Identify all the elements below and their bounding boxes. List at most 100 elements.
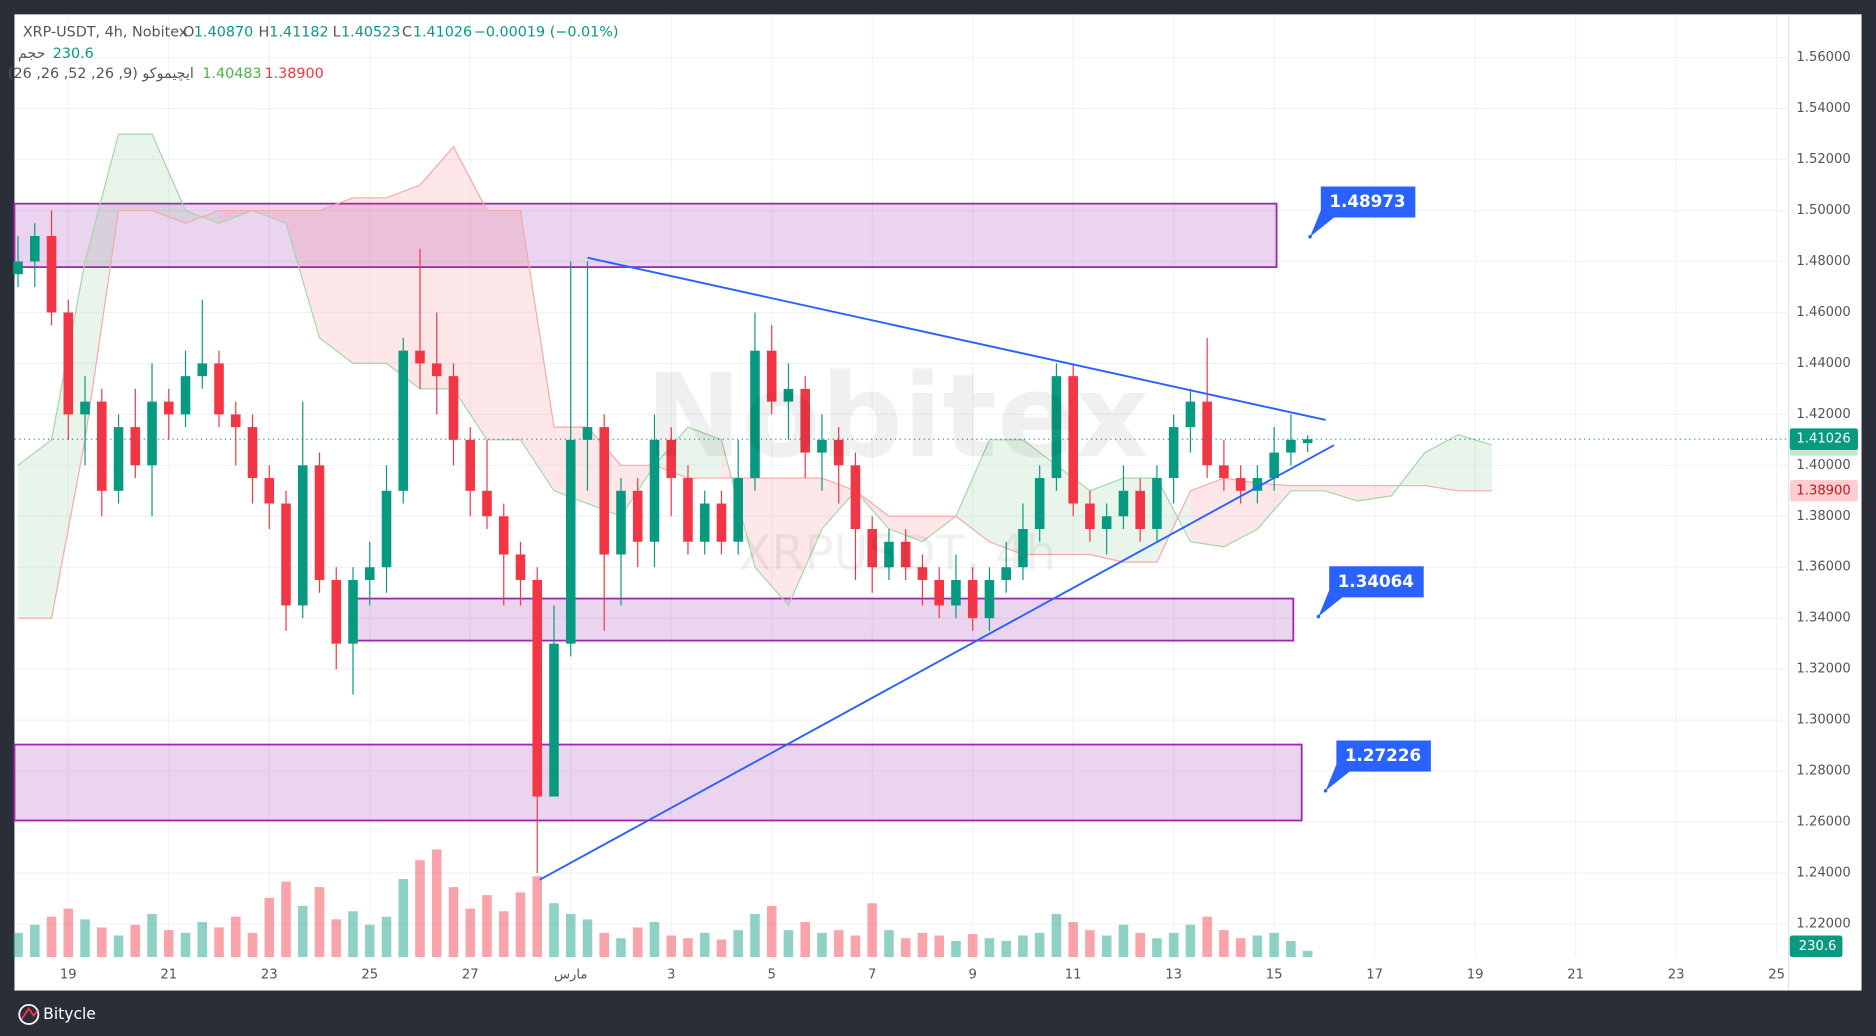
volume-bar: [30, 924, 40, 958]
y-tick-label: 1.24000: [1796, 865, 1850, 880]
candle-body: [498, 516, 509, 555]
cloud: [1290, 485, 1325, 491]
y-tick-label: 1.42000: [1796, 407, 1850, 422]
zone: [13, 202, 1278, 268]
candle-body: [850, 465, 861, 530]
candle-body: [917, 567, 928, 580]
cloud: [18, 439, 52, 619]
x-tick-label: 17: [1366, 967, 1383, 982]
volume-bar: [348, 911, 358, 958]
volume-bar: [63, 908, 74, 958]
volume-bar: [582, 919, 593, 958]
candle-body: [96, 401, 107, 491]
volume-bar: [616, 938, 626, 958]
cloud: [955, 439, 990, 542]
candle-body: [951, 579, 961, 606]
x-tick-label: 5: [768, 967, 776, 982]
watermark-sub: XRPUSDT, 4h: [739, 526, 1057, 581]
volume-bar: [850, 935, 861, 958]
candle-body: [1101, 516, 1112, 530]
cloud: [420, 146, 454, 389]
volume-bar: [482, 895, 492, 958]
x-tick-label: 25: [361, 967, 378, 982]
candle-body: [967, 579, 978, 619]
cloud: [1190, 478, 1224, 547]
candle-body: [1018, 529, 1028, 568]
x-tick-label: 21: [1567, 967, 1584, 982]
cloud: [1257, 483, 1291, 530]
candle-body: [1252, 478, 1263, 491]
candle-body: [348, 579, 358, 644]
cloud: [486, 210, 521, 440]
candle-body: [398, 350, 409, 491]
candle-body: [666, 439, 677, 479]
candle-body: [632, 490, 643, 542]
candle-body: [247, 427, 258, 479]
volume-bar: [1185, 924, 1196, 958]
candle-body: [214, 363, 224, 415]
volume-bar: [515, 892, 526, 958]
volume-bar: [867, 903, 877, 958]
candle-body: [415, 350, 425, 364]
cloud: [118, 134, 153, 211]
candle-body: [230, 414, 241, 428]
candle-body: [30, 236, 40, 262]
l-label: L: [333, 24, 341, 40]
candle-body: [833, 439, 844, 466]
cloud: [888, 516, 923, 542]
volume-bar: [800, 922, 810, 958]
logo-mark: [20, 1006, 38, 1020]
volume-bar: [649, 922, 660, 958]
candle-body: [1185, 401, 1196, 428]
candle-body: [565, 439, 576, 644]
volume-bar: [917, 932, 928, 958]
volume-bar: [967, 934, 978, 958]
o-label: O: [183, 24, 194, 40]
volume-bar: [1018, 935, 1028, 958]
volume-bar: [666, 935, 677, 958]
volume-tag-label: 230.6: [1799, 939, 1837, 954]
candle-body: [1085, 503, 1095, 530]
candle-body: [750, 350, 760, 479]
volume-bar: [951, 940, 961, 958]
candle-body: [297, 465, 308, 606]
change: −0.00019 (−0.01%): [474, 24, 619, 40]
span-b-tag-label: 1.38900: [1796, 483, 1850, 498]
y-tick-label: 1.30000: [1796, 713, 1850, 728]
volume-bar: [46, 916, 57, 958]
candle-body: [381, 490, 392, 568]
footer-logo: [18, 1003, 40, 1025]
callout: [1325, 740, 1431, 791]
candle-body: [649, 439, 660, 542]
zone: [13, 743, 1303, 822]
candle-body: [482, 490, 492, 517]
candle-body: [817, 439, 827, 453]
x-tick-label: 23: [1668, 967, 1685, 982]
candle-body: [783, 388, 794, 402]
y-tick-label: 1.56000: [1796, 50, 1850, 65]
span-a-value: 1.40483: [202, 66, 261, 82]
volume-bar: [163, 930, 174, 958]
volume-bar: [130, 924, 141, 958]
callout-label: 1.27226: [1345, 745, 1421, 765]
volume-bar: [683, 938, 693, 958]
volume-bar: [113, 935, 124, 958]
y-tick-label: 1.44000: [1796, 356, 1850, 371]
candle-body: [331, 579, 342, 644]
y-tick-label: 1.54000: [1796, 101, 1850, 116]
logo-icon: [18, 1003, 40, 1025]
volume-bar: [1085, 930, 1095, 958]
candle-body: [1286, 439, 1296, 453]
callout-label: 1.48973: [1329, 191, 1405, 211]
volume-bar: [900, 938, 911, 958]
candle-body: [13, 261, 23, 275]
indicator: ایچیموکو (9, 26, 52, 26, 26): [8, 66, 194, 82]
volume-bar: [80, 919, 90, 958]
volume-bar: [381, 916, 392, 958]
candle-body: [63, 312, 74, 415]
candle-body: [1219, 465, 1229, 479]
volume-bar: [750, 913, 760, 958]
callout-tip: [1316, 614, 1321, 619]
volume-bar: [817, 932, 827, 958]
candle-body: [934, 579, 944, 606]
